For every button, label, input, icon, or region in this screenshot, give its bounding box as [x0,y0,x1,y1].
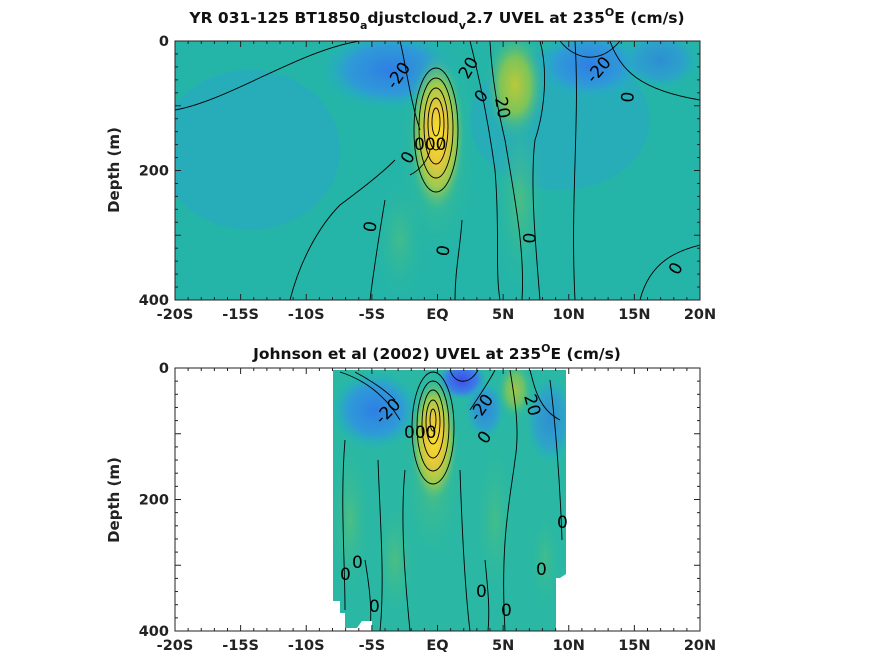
top-y-axis-label: Depth (m) [105,127,123,213]
x-tick-label: 15N [618,307,650,323]
x-tick-label: -5S [359,307,386,323]
contour-label: 000 [414,135,446,155]
bottom-panel: Johnson et al (2002) UVEL at 235OE (cm/s… [105,342,716,654]
bottom-heatmap [333,370,566,631]
x-tick-label: -10S [288,638,325,654]
contour-label: 0 [557,513,568,533]
y-tick-label: 0 [159,361,169,377]
bottom-title: Johnson et al (2002) UVEL at 235OE (cm/s… [252,342,621,363]
contour-label: 0 [360,220,382,234]
contour-label: 0 [520,232,541,245]
x-tick-label: -5S [359,638,386,654]
x-tick-label: EQ [426,307,448,323]
x-tick-label: 20N [684,307,716,323]
x-tick-label: 5N [492,307,514,323]
contour-label: 0 [501,601,512,621]
y-tick-label: 400 [139,293,169,309]
x-tick-label: 20N [684,638,716,654]
bottom-y-ticks: 0 200 400 [139,361,700,640]
x-tick-label: -15S [222,307,259,323]
top-contours [175,41,700,300]
contour-label: 20 [490,95,513,120]
y-tick-label: 0 [159,34,169,50]
top-panel: YR 031-125 BT1850adjustcloudv2.7 UVEL at… [105,6,716,323]
contour-label: 0 [369,597,380,617]
x-tick-label: 5N [492,638,514,654]
x-tick-label: 15N [618,638,650,654]
bottom-y-axis-label: Depth (m) [105,457,123,543]
x-tick-label: -10S [288,307,325,323]
top-x-ticks: -20S -15S -10S -5S EQ 5N 10N 15N 20N [157,41,716,323]
bottom-contours [339,370,563,631]
x-tick-label: -15S [222,638,259,654]
contour-label: 0 [618,91,639,104]
contour-label: 0 [476,582,487,602]
x-tick-label: EQ [426,638,448,654]
contour-label: 0 [340,565,351,585]
x-tick-label: -20S [157,307,194,323]
x-tick-label: -20S [157,638,194,654]
y-tick-label: 200 [139,164,169,180]
x-tick-label: 10N [553,638,585,654]
contour-label: 0 [352,553,363,573]
contour-label: 0 [433,244,455,258]
bottom-x-ticks: -20S -15S -10S -5S EQ 5N 10N 15N 20N [157,368,716,654]
y-tick-label: 200 [139,493,169,509]
y-tick-label: 400 [139,624,169,640]
contour-label: 0 [536,560,547,580]
contour-label: 000 [404,423,436,443]
top-title: YR 031-125 BT1850adjustcloudv2.7 UVEL at… [188,6,684,32]
x-tick-label: 10N [553,307,585,323]
